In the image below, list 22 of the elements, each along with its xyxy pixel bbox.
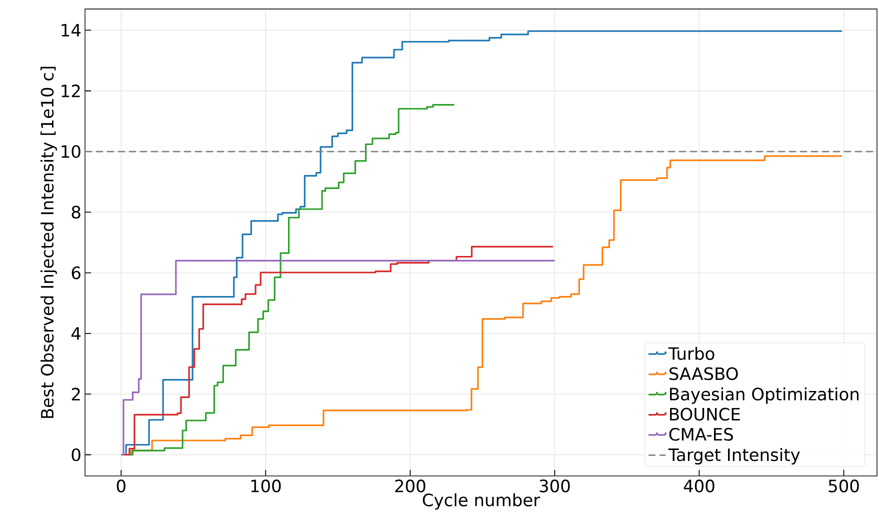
x-tick-label: 300 (540, 480, 570, 492)
y-tick-label: 2 (72, 388, 80, 400)
legend-label: Turbo (668, 346, 714, 360)
x-tick-label: 500 (828, 480, 859, 492)
y-tick-label: 4 (71, 327, 81, 340)
y-axis-title: Best Observed Injected Intensity [1e10 c] (40, 66, 57, 418)
y-tick-label: 8 (72, 206, 80, 219)
x-axis-title: Cycle number (422, 493, 540, 510)
x-tick-label: 0 (116, 480, 126, 492)
x-tick-label: 400 (684, 480, 714, 492)
x-tick-label: 100 (251, 480, 281, 492)
legend-label: Target Intensity (668, 448, 800, 464)
y-tick-label: 6 (72, 266, 80, 280)
y-tick-label: 12 (62, 84, 80, 98)
y-tick-label: 10 (62, 145, 80, 158)
y-tick-label: 0 (72, 448, 80, 462)
legend-label: CMA-ES (669, 428, 733, 441)
legend-label: BOUNCE (670, 408, 740, 421)
y-tick-label: 14 (62, 24, 81, 36)
legend-label: SAASBO (670, 367, 738, 380)
legend-label: Bayesian Optimization (670, 387, 858, 404)
x-tick-label: 200 (395, 480, 426, 492)
